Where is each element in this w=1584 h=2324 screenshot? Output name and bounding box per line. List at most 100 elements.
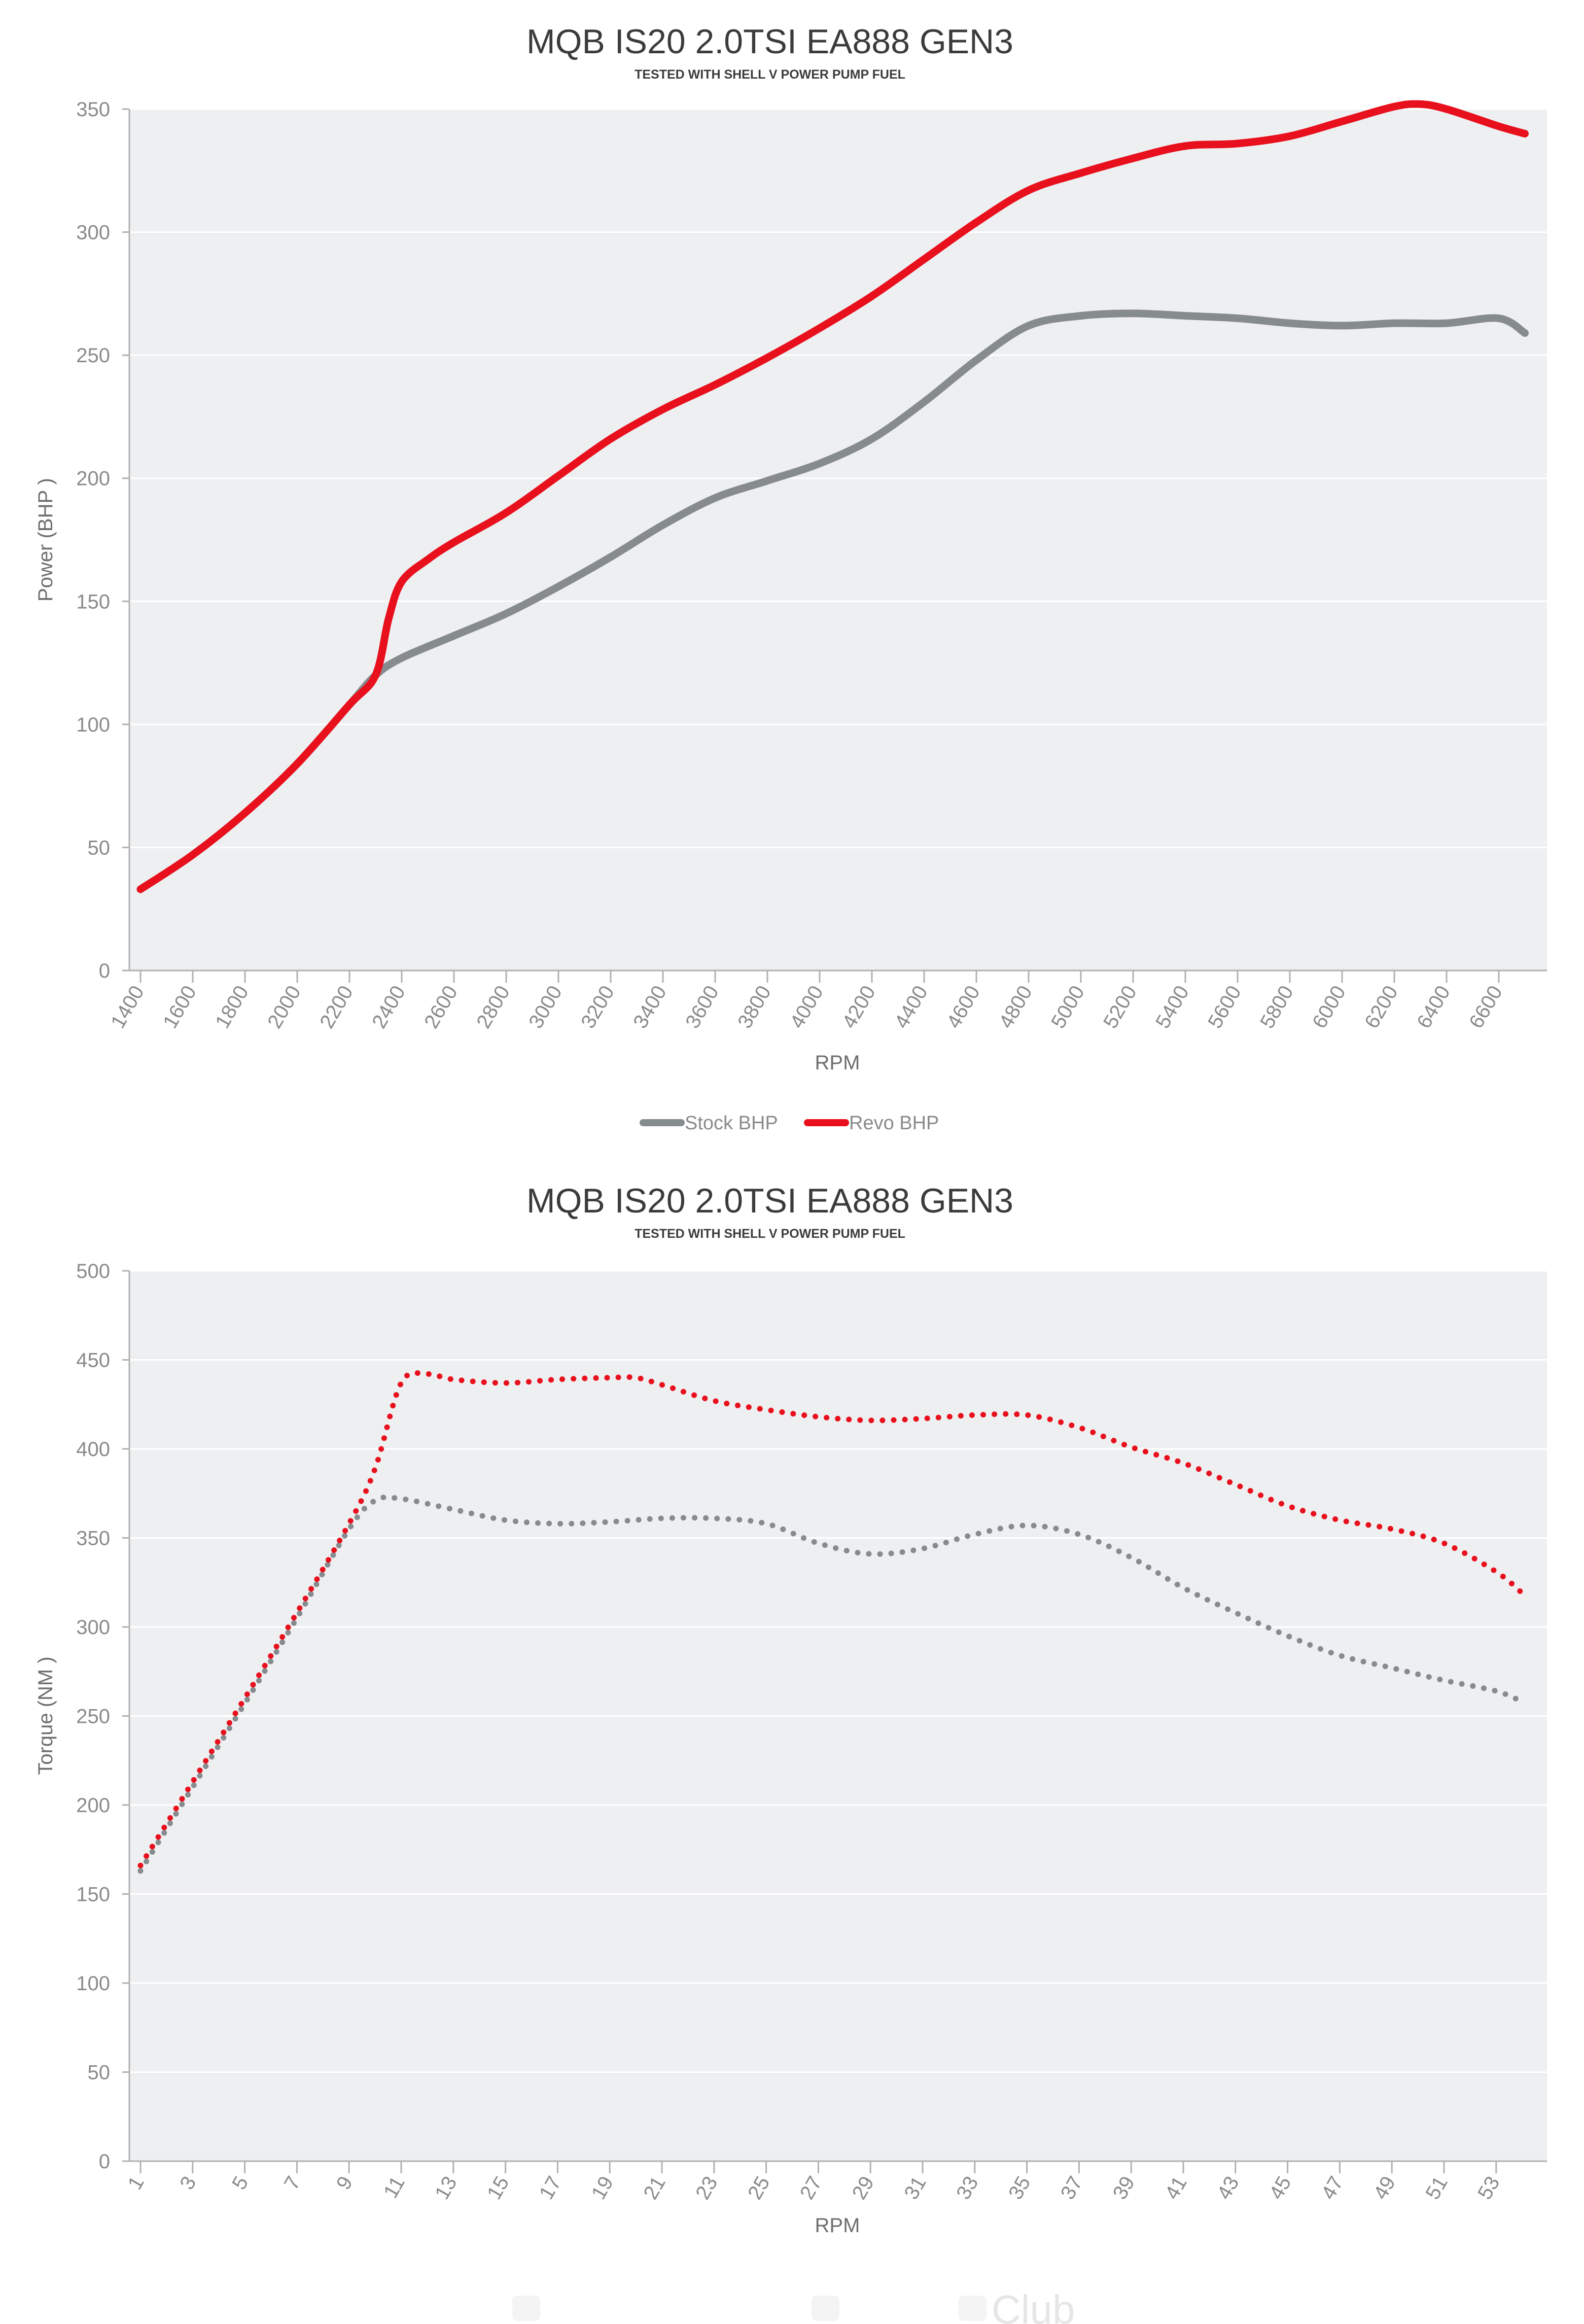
watermark-text: Club <box>992 2287 1075 2324</box>
power-series-group <box>136 100 1529 893</box>
torque-x-tick-label: 41 <box>1160 2173 1191 2204</box>
power-x-tick-label: 2800 <box>472 982 514 1032</box>
power-plot-area <box>129 109 1547 970</box>
torque-x-tick-label: 5 <box>228 2173 253 2194</box>
power-x-tick-label: 3400 <box>629 982 671 1032</box>
torque-x-tick-label: 33 <box>952 2173 982 2204</box>
power-x-tick-label: 6400 <box>1413 982 1455 1032</box>
torque-x-tick-label: 3 <box>175 2173 200 2194</box>
torque-x-tick-label: 17 <box>535 2173 566 2204</box>
torque-x-tick-label: 15 <box>483 2173 513 2204</box>
torque-x-tick-label: 27 <box>796 2173 826 2204</box>
torque-x-tick-label: 21 <box>639 2173 670 2204</box>
power-x-tick-label: 2200 <box>315 982 358 1032</box>
torque-x-tick-label: 9 <box>332 2173 357 2194</box>
torque-series-line-revo <box>137 1370 1525 1868</box>
torque-x-tick-label: 19 <box>587 2173 618 2204</box>
legend-label-revo: Revo BHP <box>849 1113 939 1134</box>
power-x-tick-label: 2600 <box>420 982 462 1032</box>
power-x-tick-label: 5000 <box>1047 982 1089 1032</box>
power-y-tick-label: 50 <box>88 837 111 859</box>
power-chart: MQB IS20 2.0TSI EA888 GEN3 TESTED WITH S… <box>34 22 1547 1134</box>
power-chart-subtitle: TESTED WITH SHELL V POWER PUMP FUEL <box>635 67 905 82</box>
watermark-shape <box>812 2296 839 2321</box>
power-chart-title: MQB IS20 2.0TSI EA888 GEN3 <box>526 22 1013 61</box>
power-x-tick-label: 4800 <box>995 982 1037 1032</box>
power-x-tick-label: 6200 <box>1360 982 1402 1032</box>
torque-x-tick-label: 31 <box>900 2173 930 2204</box>
power-y-tick-label: 300 <box>76 222 110 244</box>
watermark-shape <box>959 2296 987 2321</box>
watermark-shape <box>512 2296 540 2321</box>
torque-y-tick-labels: 0 50 100 150 200 250 300 350 400 450 500 <box>76 1260 110 2173</box>
torque-x-tick-label: 37 <box>1057 2173 1087 2204</box>
power-x-tick-label: 6600 <box>1465 982 1507 1032</box>
torque-x-axis-title: RPM <box>815 2214 860 2237</box>
torque-x-tick-label: 39 <box>1109 2173 1139 2204</box>
torque-y-tick-label: 400 <box>76 1438 110 1461</box>
power-x-tick-label: 3000 <box>524 982 567 1032</box>
torque-x-tick-label: 29 <box>848 2173 878 2204</box>
torque-x-tick-label: 45 <box>1265 2173 1295 2204</box>
power-x-tick-label: 5800 <box>1256 982 1298 1032</box>
torque-chart-title: MQB IS20 2.0TSI EA888 GEN3 <box>526 1182 1013 1220</box>
torque-x-tick-label: 25 <box>744 2173 774 2204</box>
torque-y-tick-label: 150 <box>76 1884 110 1906</box>
torque-x-tick-label: 47 <box>1317 2173 1348 2204</box>
power-x-tick-label: 4600 <box>942 982 984 1032</box>
power-x-tick-label: 4000 <box>786 982 828 1032</box>
power-x-tick-label: 3800 <box>733 982 776 1032</box>
torque-x-tick-marks <box>139 2161 1497 2173</box>
torque-x-tick-label: 1 <box>124 2173 149 2194</box>
power-x-tick-label: 2000 <box>263 982 305 1032</box>
torque-y-tick-label: 450 <box>76 1349 110 1372</box>
power-x-tick-labels: 1400 1600 1800 2000 2200 2400 2600 2800 3000 3200… <box>107 982 1507 1032</box>
power-x-tick-label: 3600 <box>681 982 723 1032</box>
torque-x-tick-label: 23 <box>691 2173 722 2204</box>
power-y-tick-label: 250 <box>76 344 110 367</box>
power-y-tick-labels: 0 50 100 150 200 250 300 350 <box>76 98 110 982</box>
power-x-tick-label: 4400 <box>890 982 932 1032</box>
power-y-tick-label: 0 <box>99 960 110 982</box>
power-x-tick-label: 5600 <box>1204 982 1246 1032</box>
power-x-axis-title: RPM <box>815 1052 860 1074</box>
torque-x-tick-label: 49 <box>1369 2173 1400 2204</box>
power-y-tick-label: 150 <box>76 591 110 613</box>
torque-y-tick-label: 300 <box>76 1616 110 1639</box>
torque-y-tick-label: 0 <box>99 2150 110 2173</box>
torque-x-tick-label: 51 <box>1421 2173 1452 2204</box>
power-x-tick-marks <box>139 970 1500 983</box>
power-x-tick-label: 2400 <box>368 982 410 1032</box>
torque-chart: MQB IS20 2.0TSI EA888 GEN3 TESTED WITH S… <box>34 1182 1547 2237</box>
torque-series-group <box>137 1370 1525 1874</box>
torque-x-tick-label: 13 <box>431 2173 461 2204</box>
torque-series-line-stock <box>137 1494 1525 1874</box>
power-y-tick-label: 350 <box>76 98 110 121</box>
torque-x-tick-label: 11 <box>379 2173 409 2202</box>
torque-y-axis-title: Torque (NM ) <box>34 1656 57 1775</box>
torque-x-tick-labels: 1 3 5 7 9 11 13 15 17 19 21 23 25 27 29 31 33 35 37 39 41 43 4… <box>124 2173 1504 2204</box>
torque-y-tick-label: 100 <box>76 1972 110 1995</box>
power-x-tick-label: 1600 <box>159 982 201 1032</box>
torque-y-tick-label: 50 <box>88 2062 111 2084</box>
watermark: Club <box>512 2287 1075 2324</box>
power-x-tick-label: 4200 <box>838 982 880 1032</box>
torque-y-tick-label: 500 <box>76 1260 110 1282</box>
power-legend: Stock BHP Revo BHP <box>640 1113 939 1134</box>
torque-x-tick-label: 53 <box>1473 2173 1504 2204</box>
torque-y-tick-label: 350 <box>76 1528 110 1550</box>
legend-label-stock: Stock BHP <box>685 1113 778 1134</box>
power-x-tick-label: 5400 <box>1151 982 1193 1032</box>
power-x-tick-label: 1400 <box>107 982 149 1032</box>
power-y-tick-label: 100 <box>76 714 110 736</box>
torque-gridlines <box>122 1270 1547 2162</box>
power-y-tick-label: 200 <box>76 468 110 490</box>
torque-y-tick-label: 200 <box>76 1794 110 1817</box>
power-y-axis-title: Power (BHP ) <box>34 478 57 602</box>
power-x-tick-label: 6000 <box>1308 982 1350 1032</box>
power-x-tick-label: 3200 <box>577 982 619 1032</box>
torque-y-tick-label: 250 <box>76 1706 110 1728</box>
power-gridlines <box>122 108 1547 972</box>
power-x-tick-label: 5200 <box>1099 982 1141 1032</box>
